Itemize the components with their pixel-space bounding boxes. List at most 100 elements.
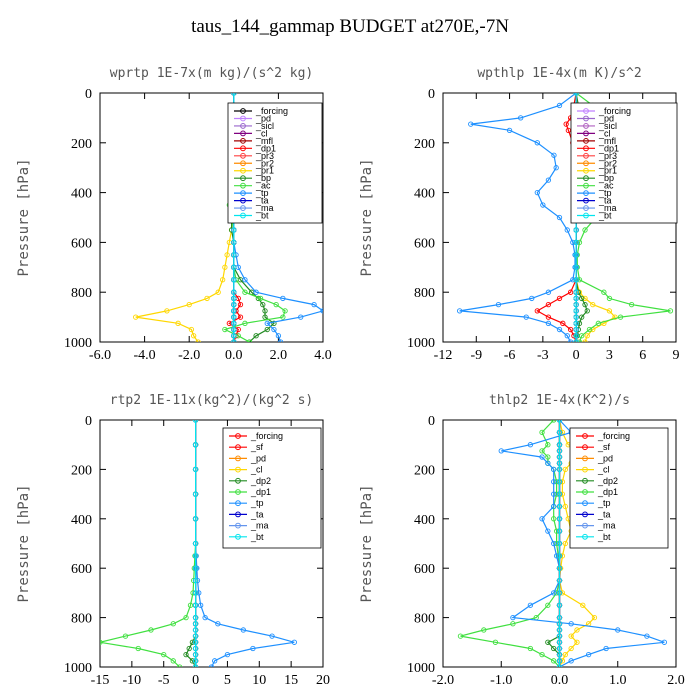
data-point xyxy=(192,565,199,571)
data-point xyxy=(545,289,552,295)
data-point xyxy=(628,301,635,308)
legend-entry: _bt xyxy=(255,211,269,221)
data-point xyxy=(562,466,568,473)
data-point xyxy=(188,326,195,333)
y-tick-label: 200 xyxy=(414,137,435,152)
data-point xyxy=(527,442,534,448)
data-point xyxy=(534,140,540,146)
data-point xyxy=(615,627,621,633)
legend-entry: _pd xyxy=(597,453,613,463)
data-point xyxy=(556,645,563,652)
data-point xyxy=(617,314,624,320)
data-point xyxy=(539,448,545,454)
data-point xyxy=(192,602,199,608)
data-point xyxy=(553,479,560,485)
data-point xyxy=(584,333,590,339)
data-point xyxy=(545,602,551,608)
data-point xyxy=(556,326,563,333)
data-point xyxy=(553,491,560,497)
data-point xyxy=(576,277,583,283)
y-axis-label: Pressure [hPa] xyxy=(16,484,32,602)
legend-marker xyxy=(583,160,589,167)
x-tick-label: 9 xyxy=(673,348,680,363)
series-line xyxy=(459,93,577,342)
data-point xyxy=(183,652,189,658)
data-point xyxy=(556,295,563,302)
data-point xyxy=(556,466,563,473)
data-point xyxy=(271,326,277,333)
data-point xyxy=(186,645,192,652)
legend-marker xyxy=(240,212,246,219)
series-group xyxy=(100,420,297,667)
legend-marker xyxy=(240,137,246,144)
data-point xyxy=(222,264,228,270)
x-tick-label: 0.0 xyxy=(225,348,243,363)
data-point xyxy=(135,645,141,652)
series-line xyxy=(100,420,197,667)
legend-entry: _ma xyxy=(250,521,269,531)
legend-entry: _dp1 xyxy=(250,487,271,497)
data-point xyxy=(567,289,574,295)
data-point xyxy=(603,645,609,652)
legend-entry: _pd xyxy=(250,453,266,463)
data-point xyxy=(579,295,585,302)
legend-marker xyxy=(240,205,246,211)
x-tick-label: 10 xyxy=(252,673,266,688)
data-point xyxy=(298,314,304,320)
x-tick-label: 2.0 xyxy=(270,348,288,363)
data-point xyxy=(545,639,551,645)
legend-marker xyxy=(235,489,241,495)
data-point xyxy=(192,420,199,423)
y-axis-label: Pressure [hPa] xyxy=(16,158,32,276)
data-point xyxy=(264,326,270,333)
x-tick-label: 3 xyxy=(606,348,613,363)
data-point xyxy=(556,627,563,633)
data-point xyxy=(545,454,551,460)
data-point xyxy=(556,460,563,466)
legend-entry: _pr3 xyxy=(255,151,274,161)
x-tick-label: 0.0 xyxy=(551,673,569,688)
legend-entry: _ac xyxy=(598,181,614,191)
data-point xyxy=(573,326,579,333)
data-point xyxy=(573,289,579,295)
data-point xyxy=(192,621,199,627)
legend-entry: _ta xyxy=(255,196,269,206)
y-tick-label: 400 xyxy=(71,513,92,528)
data-point xyxy=(175,320,181,326)
data-point xyxy=(539,429,545,435)
data-point xyxy=(148,627,154,633)
data-point xyxy=(222,326,228,333)
data-point xyxy=(564,333,570,339)
legend-marker xyxy=(235,500,241,507)
legend-entry: _dp1 xyxy=(597,487,618,497)
chart-title: thlp2 1E-4x(K^2)/s xyxy=(489,393,630,408)
data-point xyxy=(523,314,529,320)
data-point xyxy=(573,227,579,233)
data-point xyxy=(269,633,275,639)
data-point xyxy=(282,308,288,314)
legend-entry: _ma xyxy=(597,521,616,531)
data-point xyxy=(539,454,545,460)
data-point xyxy=(573,277,579,283)
chart-panel-4: thlp2 1E-4x(K^2)/s Pressure [hPa] -2.0 -1.0… xyxy=(359,393,685,688)
data-point xyxy=(568,621,574,627)
legend-marker xyxy=(583,108,589,114)
x-tick-label: 0 xyxy=(192,673,199,688)
data-point xyxy=(208,664,215,667)
legend-marker xyxy=(583,197,589,204)
x-tick-label: -6.0 xyxy=(89,348,111,363)
chart-title: rtp2 1E-11x(kg^2)/(kg^2 s) xyxy=(110,393,314,408)
data-point xyxy=(551,645,557,652)
data-point xyxy=(231,301,237,308)
data-point xyxy=(506,127,513,134)
data-point xyxy=(574,627,580,633)
data-point xyxy=(195,339,201,342)
legend-marker xyxy=(583,123,589,129)
y-tick-label: 600 xyxy=(71,236,92,251)
data-point xyxy=(191,333,197,339)
data-point xyxy=(556,658,563,664)
data-point xyxy=(468,121,474,127)
data-point xyxy=(556,652,563,658)
data-point xyxy=(262,308,268,314)
data-point xyxy=(215,289,221,295)
